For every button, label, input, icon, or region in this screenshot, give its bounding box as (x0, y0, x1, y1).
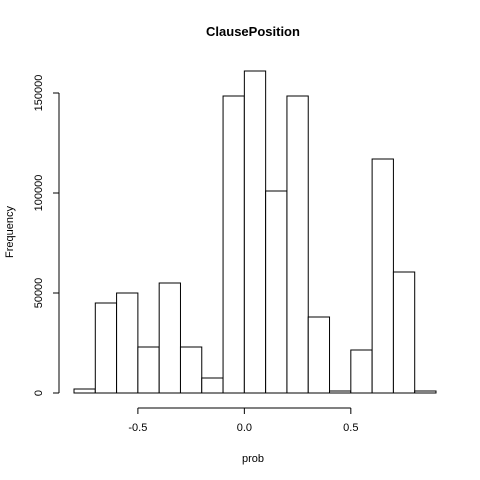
histogram-bar (286, 95, 309, 394)
y-axis: 0 50000 100000 150000 (33, 75, 60, 396)
histogram-bar (201, 377, 224, 394)
histogram-bar (371, 158, 394, 394)
y-tick-label: 100000 (33, 175, 45, 212)
histogram-bar (392, 271, 416, 394)
x-tick-label: 0.0 (237, 422, 252, 434)
x-tick-label: 0.5 (343, 422, 358, 434)
histogram-bar (350, 349, 373, 394)
y-tick-label: 150000 (33, 75, 45, 112)
histogram-bar (307, 316, 331, 394)
y-tick-label: 0 (33, 390, 45, 396)
histogram-bar (243, 70, 267, 394)
histogram-bar (222, 95, 245, 394)
x-axis: -0.5 0.0 0.5 (128, 407, 358, 434)
x-tick-label: -0.5 (128, 422, 147, 434)
histogram-bar (414, 390, 437, 394)
histogram-bar (158, 282, 181, 394)
x-axis-label: prob (242, 453, 264, 465)
y-axis-label: Frequency (4, 206, 16, 258)
histogram-bar (329, 390, 352, 394)
histogram-bar (137, 346, 160, 394)
histogram-bar (265, 190, 288, 394)
y-tick-label: 50000 (33, 278, 45, 309)
histogram-bar (94, 302, 118, 394)
histogram-bar (116, 292, 139, 394)
histogram-bar (179, 346, 203, 394)
chart-title: ClausePosition (206, 24, 300, 39)
histogram-bar (73, 388, 96, 394)
bars-group (73, 70, 437, 394)
